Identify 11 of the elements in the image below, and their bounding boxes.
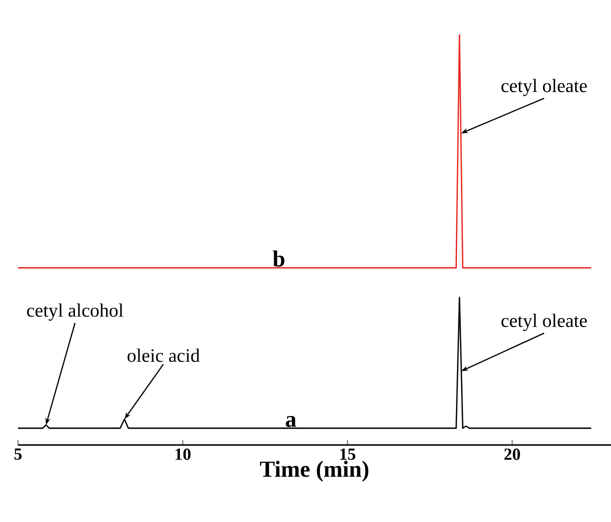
annotation: cetyl alcohol (27, 303, 124, 321)
series-label: a (286, 416, 296, 427)
x-axis-title: Time (min) (260, 460, 368, 482)
annotation: cetyl oleate (501, 78, 587, 96)
series-label: b (272, 250, 284, 267)
x-tick-label: 5 (14, 448, 22, 460)
annotation: cetyl oleate (501, 314, 587, 331)
x-tick-label: 20 (504, 448, 520, 460)
x-tick-label: 10 (176, 448, 191, 460)
annotation: oleic acid (128, 348, 200, 362)
x-tick-label: 15 (340, 448, 356, 460)
